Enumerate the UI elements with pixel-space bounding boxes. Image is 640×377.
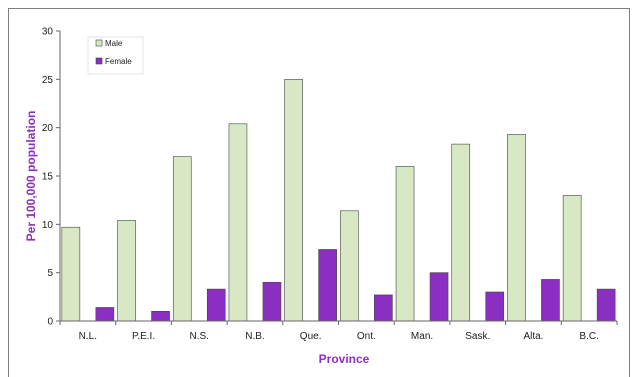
y-tick-label: 0 — [47, 317, 53, 328]
legend-label-female: Female — [105, 57, 132, 66]
x-ticks: N.L. P.E.I. N.S. N.B. Que. Ont. Man. Sask. Alta.… — [59, 321, 618, 342]
legend-label-male: Male — [105, 39, 123, 48]
x-tick-label: N.S. — [190, 331, 209, 342]
y-tick-label: 25 — [42, 75, 54, 86]
x-tick-label: B.C. — [579, 331, 598, 342]
legend: Male Female — [87, 36, 144, 75]
y-tick-label: 10 — [42, 220, 54, 231]
bar-male-ont — [340, 210, 359, 322]
bar-male-bc — [562, 195, 582, 322]
x-tick-label: N.B. — [245, 331, 264, 342]
bar-male-man — [395, 166, 415, 322]
x-tick-label: Man. — [411, 331, 433, 342]
bar-male-nb — [228, 123, 248, 322]
x-tick-label: Sask. — [465, 331, 490, 342]
y-axis-title: Per 100,000 population — [24, 111, 38, 242]
bar-female-pei — [151, 311, 170, 322]
y-tick-label: 20 — [42, 123, 54, 134]
bar-female-que — [318, 249, 337, 322]
x-tick-label: Que. — [300, 331, 322, 342]
bar-male-sask — [451, 143, 471, 322]
bar-male-ns — [172, 156, 192, 322]
bar-female-alta — [541, 279, 560, 322]
bar-female-ns — [206, 288, 226, 322]
axes-layer — [59, 31, 617, 322]
bar-male-que — [284, 79, 303, 322]
x-tick-label: N.L. — [79, 331, 97, 342]
y-tick-label: 30 — [42, 27, 54, 38]
bar-female-bc — [596, 288, 616, 322]
bar-female-nb — [262, 282, 282, 322]
bar-male-nl — [61, 226, 81, 322]
x-tick-label: Alta. — [523, 331, 543, 342]
y-ticks: 0 5 10 15 20 25 30 — [42, 27, 60, 328]
bar-female-sask — [485, 291, 505, 322]
y-tick-label: 5 — [47, 268, 53, 279]
bar-female-man — [429, 272, 449, 322]
bar-female-ont — [374, 294, 393, 322]
bar-male-pei — [117, 220, 136, 322]
legend-swatch-female — [95, 57, 103, 65]
bar-male-alta — [507, 134, 526, 322]
bar-female-nl — [95, 307, 115, 322]
bars-layer — [61, 79, 616, 322]
x-axis-title: Province — [319, 352, 370, 366]
x-tick-label: Ont. — [357, 331, 376, 342]
legend-swatch-male — [95, 39, 103, 47]
x-tick-label: P.E.I. — [132, 331, 155, 342]
y-tick-label: 15 — [42, 172, 54, 183]
